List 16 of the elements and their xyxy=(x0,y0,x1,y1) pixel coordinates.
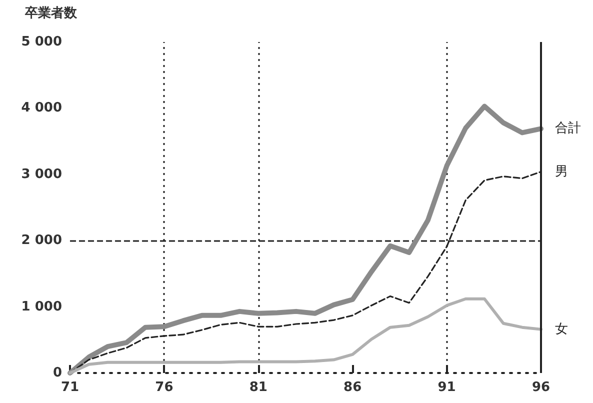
x-tick-label: 91 xyxy=(438,380,456,395)
y-tick-label: 1 000 xyxy=(21,299,62,314)
series-label: 合計 xyxy=(555,121,581,136)
y-tick-label: 4 000 xyxy=(21,100,62,116)
x-tick-label: 71 xyxy=(60,380,80,395)
x-tick-label: 81 xyxy=(249,380,268,395)
chart-title: 卒業者数 xyxy=(24,5,78,21)
y-tick-label: 2 000 xyxy=(21,233,62,248)
x-tick-label: 76 xyxy=(155,380,174,395)
x-tick-label: 86 xyxy=(344,380,362,395)
y-tick-label: 5 000 xyxy=(21,34,62,50)
x-tick-label: 96 xyxy=(532,380,550,395)
y-tick-label: 0 xyxy=(52,366,62,380)
series-label: 女 xyxy=(555,322,568,337)
series-label: 男 xyxy=(555,164,568,180)
y-tick-label: 3 000 xyxy=(21,166,62,182)
